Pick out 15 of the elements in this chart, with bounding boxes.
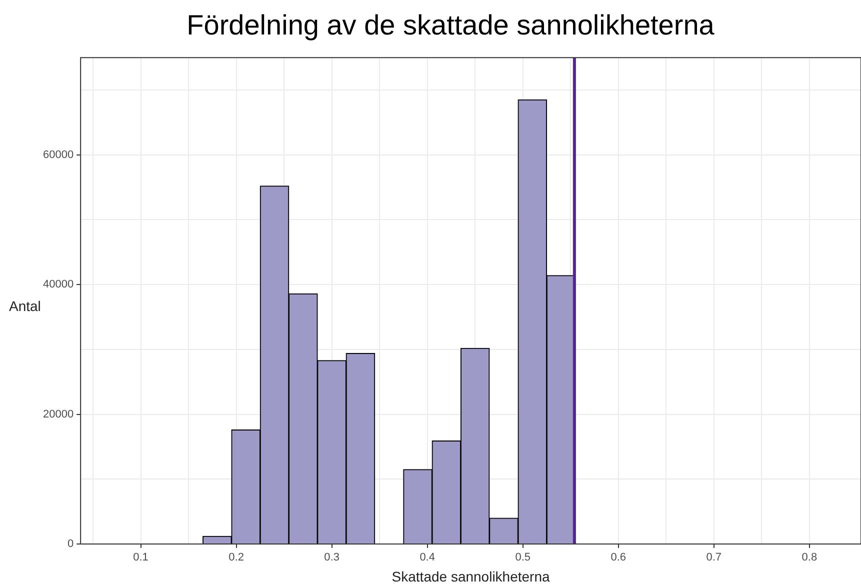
x-tick-label: 0.1 [133, 552, 148, 564]
x-tick-label: 0.5 [515, 552, 530, 564]
x-tick-label: 0.4 [420, 552, 435, 564]
chart-title: Fördelning av de skattade sannolikheterna [186, 10, 715, 41]
x-axis-title: Skattade sannolikheterna [392, 568, 550, 584]
x-tick-label: 0.7 [706, 552, 722, 564]
y-tick-label: 60000 [42, 148, 74, 161]
x-tick-label: 0.3 [324, 552, 340, 564]
y-tick-label: 0 [67, 538, 74, 550]
y-tick-label: 40000 [42, 278, 74, 291]
x-tick-label: 0.6 [610, 552, 626, 564]
x-tick-label: 0.2 [228, 552, 244, 564]
y-axis-title: Antal [9, 298, 41, 314]
y-tick-label: 20000 [42, 408, 74, 420]
x-tick-label: 0.8 [802, 552, 818, 564]
